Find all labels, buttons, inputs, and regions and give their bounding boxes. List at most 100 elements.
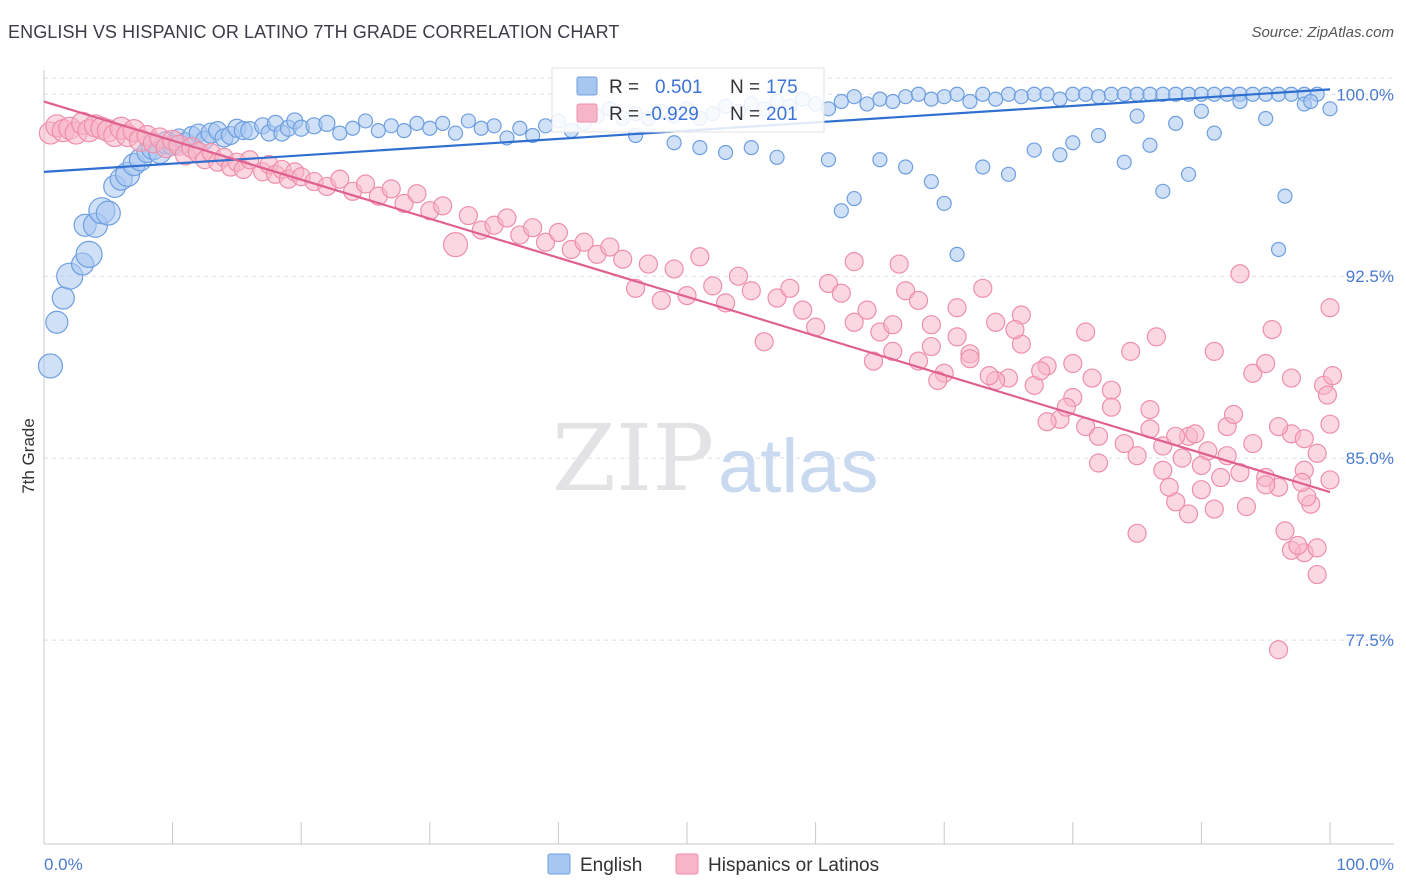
hispanic-point [1281, 368, 1302, 388]
english-point [898, 89, 914, 105]
hispanic-point [889, 254, 909, 274]
hispanic-point [728, 266, 749, 286]
hispanic-point [1320, 414, 1340, 434]
hispanic-point [355, 174, 376, 194]
english-point [1206, 86, 1222, 102]
hispanic-point [1317, 385, 1338, 405]
hispanic-point [1172, 448, 1192, 468]
hispanic-point [754, 332, 774, 352]
hispanic-point [625, 278, 646, 298]
english-point [962, 93, 978, 110]
hispanic-point [1121, 341, 1141, 361]
legend-hispanic-swatch [675, 853, 699, 875]
series-english [37, 86, 1338, 379]
english-point [923, 173, 939, 190]
english-swatch [576, 76, 598, 96]
english-point [383, 118, 399, 134]
hispanic-point [664, 259, 684, 279]
english-point [435, 115, 451, 131]
english-point [1283, 86, 1300, 102]
english-point [1013, 89, 1029, 105]
english-point [37, 353, 64, 379]
source-credit: Source: ZipAtlas.com [1251, 24, 1394, 41]
hispanic-point [767, 288, 787, 308]
hispanic-point [638, 254, 659, 274]
hispanic-point [863, 351, 884, 371]
english-point [1000, 166, 1017, 182]
english-point [1206, 125, 1222, 141]
english-point [1090, 127, 1107, 144]
hispanic-point [690, 247, 710, 267]
english-point [1193, 103, 1210, 119]
hispanic-point [1243, 363, 1263, 383]
hispanic-point [523, 218, 543, 238]
hispanic-point [1082, 368, 1102, 388]
hispanic-point [677, 286, 697, 306]
hispanic-point [1307, 564, 1327, 585]
chart-title: ENGLISH VS HISPANIC OR LATINO 7TH GRADE … [8, 22, 620, 42]
y-tick-label: 77.5% [1346, 631, 1394, 650]
y-tick-labels: 77.5% 85.0% 92.5% 100.0% [1336, 85, 1394, 650]
hispanic-point [1140, 400, 1160, 420]
english-point [975, 159, 991, 175]
english-point [370, 123, 386, 139]
hispanic-trendline [43, 100, 1331, 494]
hispanic-point [928, 370, 948, 391]
y-tick-label: 92.5% [1346, 267, 1394, 286]
hispanic-point [613, 249, 633, 269]
hispanic-point [1236, 497, 1257, 517]
hispanic-point [741, 281, 761, 301]
english-point [1168, 115, 1184, 131]
hispanic-point [1037, 412, 1057, 432]
hispanic-point [1322, 366, 1343, 386]
english-point [51, 286, 75, 310]
hispanic-point [1320, 470, 1340, 490]
legend-english-swatch [547, 853, 571, 875]
watermark-atlas: atlas [718, 424, 879, 509]
hispanic-point [407, 184, 427, 204]
bottom-legend: English Hispanics or Latinos [547, 853, 879, 876]
hispanic-point [1275, 521, 1295, 541]
english-point [1026, 142, 1042, 158]
hispanic-r-label: R = [609, 104, 639, 125]
series-hispanic [38, 111, 1343, 660]
hispanic-point [330, 169, 350, 189]
english-point [1052, 91, 1068, 107]
hispanic-point [1101, 397, 1121, 417]
english-point [949, 246, 965, 262]
hispanic-point [394, 193, 414, 214]
english-point [846, 89, 862, 105]
english-point [910, 86, 927, 102]
hispanic-point [1230, 264, 1250, 284]
english-point [1078, 86, 1094, 102]
english-point [537, 118, 554, 134]
hispanic-point [844, 252, 864, 272]
hispanic-point [921, 336, 941, 357]
hispanic-point [1211, 467, 1231, 488]
english-point [1180, 166, 1197, 182]
hispanic-point [442, 232, 469, 258]
english-point [833, 203, 849, 219]
english-point [872, 91, 888, 107]
watermark-zip: ZIP [552, 405, 714, 512]
hispanic-point [1320, 298, 1340, 318]
hispanic-point [1294, 429, 1314, 449]
hispanic-point [1146, 327, 1166, 347]
english-point [949, 86, 965, 102]
hispanic-point [1088, 426, 1109, 446]
hispanic-point [1063, 353, 1083, 374]
hispanic-point [381, 179, 401, 199]
hispanic-point [433, 196, 453, 216]
hispanic-point [1307, 538, 1327, 558]
hispanic-point [947, 327, 967, 347]
hispanic-point [1088, 453, 1109, 473]
hispanic-point [497, 208, 517, 228]
hispanic-point [1127, 523, 1147, 543]
english-point [1039, 86, 1055, 102]
hispanic-swatch [576, 103, 598, 123]
hispanic-n-label: N = [730, 104, 760, 125]
hispanic-point [1101, 380, 1121, 400]
english-point [1232, 93, 1248, 110]
english-point [988, 91, 1004, 107]
hispanic-n-value: 201 [766, 104, 798, 125]
